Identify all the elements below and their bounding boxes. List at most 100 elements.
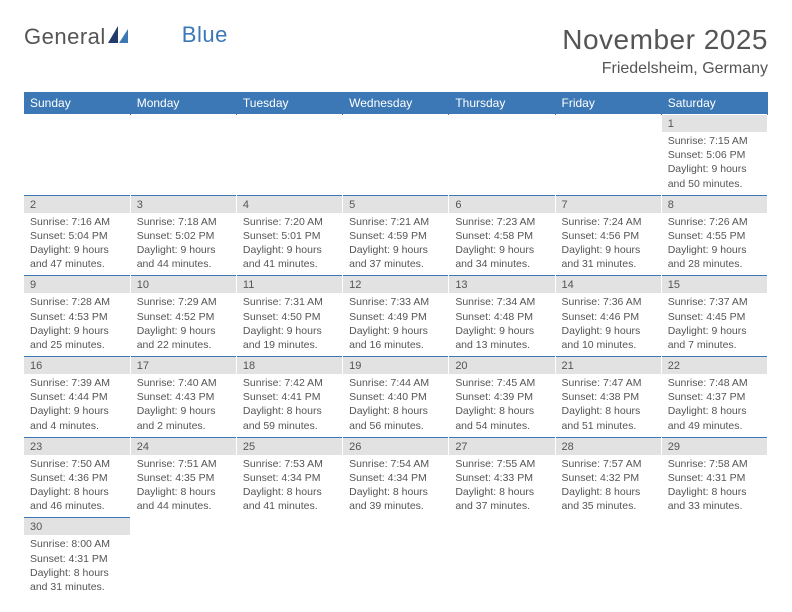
date-body-cell: Sunrise: 7:57 AMSunset: 4:32 PMDaylight:… [555,455,661,518]
date-number-cell: 21 [555,357,661,375]
date-number-cell [343,518,449,536]
date-body-cell [130,132,236,195]
date-body-row: Sunrise: 8:00 AMSunset: 4:31 PMDaylight:… [24,535,768,598]
date-body-cell: Sunrise: 7:21 AMSunset: 4:59 PMDaylight:… [343,213,449,276]
date-body-cell [449,535,555,598]
sunrise-text: Sunrise: 7:33 AM [349,295,442,309]
daylight-text-1: Daylight: 8 hours [455,404,548,418]
date-number-cell: 17 [130,357,236,375]
date-body-cell [236,535,342,598]
sunrise-text: Sunrise: 7:16 AM [30,215,124,229]
sunset-text: Sunset: 4:35 PM [137,471,230,485]
sunset-text: Sunset: 4:46 PM [562,310,655,324]
daylight-text-2: and 41 minutes. [243,499,336,513]
date-body-cell: Sunrise: 7:16 AMSunset: 5:04 PMDaylight:… [24,213,130,276]
date-number-cell: 11 [236,276,342,294]
sunrise-text: Sunrise: 7:57 AM [562,457,655,471]
sunset-text: Sunset: 4:45 PM [668,310,761,324]
sunset-text: Sunset: 4:36 PM [30,471,124,485]
sunrise-text: Sunrise: 7:37 AM [668,295,761,309]
sunrise-text: Sunrise: 7:18 AM [137,215,230,229]
daylight-text-2: and 22 minutes. [137,338,230,352]
date-body-cell: Sunrise: 7:28 AMSunset: 4:53 PMDaylight:… [24,293,130,356]
sunset-text: Sunset: 4:49 PM [349,310,442,324]
daylight-text-1: Daylight: 8 hours [668,485,761,499]
daylight-text-1: Daylight: 9 hours [668,162,761,176]
daylight-text-1: Daylight: 9 hours [562,324,655,338]
daylight-text-1: Daylight: 8 hours [562,404,655,418]
sunset-text: Sunset: 5:02 PM [137,229,230,243]
date-body-row: Sunrise: 7:39 AMSunset: 4:44 PMDaylight:… [24,374,768,437]
sunset-text: Sunset: 4:37 PM [668,390,761,404]
daylight-text-1: Daylight: 8 hours [30,485,124,499]
date-number-cell: 27 [449,437,555,455]
daylight-text-2: and 2 minutes. [137,419,230,433]
sunrise-text: Sunrise: 7:31 AM [243,295,336,309]
sunrise-text: Sunrise: 7:36 AM [562,295,655,309]
daylight-text-1: Daylight: 8 hours [562,485,655,499]
sunset-text: Sunset: 4:32 PM [562,471,655,485]
date-number-cell: 19 [343,357,449,375]
day-header: Tuesday [236,92,342,115]
date-number-cell: 9 [24,276,130,294]
sunrise-text: Sunrise: 7:34 AM [455,295,548,309]
sunset-text: Sunset: 4:52 PM [137,310,230,324]
date-body-cell [343,535,449,598]
date-number-row: 16171819202122 [24,357,768,375]
sunrise-text: Sunrise: 7:47 AM [562,376,655,390]
date-number-cell [236,518,342,536]
daylight-text-2: and 31 minutes. [30,580,124,594]
date-number-cell: 29 [661,437,767,455]
sunrise-text: Sunrise: 7:21 AM [349,215,442,229]
date-body-cell: Sunrise: 7:47 AMSunset: 4:38 PMDaylight:… [555,374,661,437]
date-number-cell: 20 [449,357,555,375]
location: Friedelsheim, Germany [562,60,768,78]
daylight-text-1: Daylight: 9 hours [243,324,336,338]
date-body-cell: Sunrise: 7:37 AMSunset: 4:45 PMDaylight:… [661,293,767,356]
daylight-text-1: Daylight: 9 hours [30,243,124,257]
daylight-text-1: Daylight: 9 hours [349,324,442,338]
date-number-cell: 23 [24,437,130,455]
daylight-text-2: and 34 minutes. [455,257,548,271]
date-body-cell: Sunrise: 7:42 AMSunset: 4:41 PMDaylight:… [236,374,342,437]
sunrise-text: Sunrise: 7:15 AM [668,134,761,148]
daylight-text-2: and 4 minutes. [30,419,124,433]
daylight-text-2: and 39 minutes. [349,499,442,513]
daylight-text-1: Daylight: 9 hours [349,243,442,257]
daylight-text-1: Daylight: 8 hours [243,485,336,499]
sunset-text: Sunset: 4:31 PM [30,552,124,566]
date-body-row: Sunrise: 7:15 AMSunset: 5:06 PMDaylight:… [24,132,768,195]
daylight-text-1: Daylight: 9 hours [30,404,124,418]
date-body-cell: Sunrise: 7:58 AMSunset: 4:31 PMDaylight:… [661,455,767,518]
daylight-text-2: and 54 minutes. [455,419,548,433]
daylight-text-2: and 59 minutes. [243,419,336,433]
sunrise-text: Sunrise: 7:28 AM [30,295,124,309]
daylight-text-2: and 25 minutes. [30,338,124,352]
date-body-row: Sunrise: 7:28 AMSunset: 4:53 PMDaylight:… [24,293,768,356]
date-body-cell: Sunrise: 7:15 AMSunset: 5:06 PMDaylight:… [661,132,767,195]
date-body-cell: Sunrise: 7:53 AMSunset: 4:34 PMDaylight:… [236,455,342,518]
daylight-text-1: Daylight: 9 hours [455,324,548,338]
sunrise-text: Sunrise: 7:58 AM [668,457,761,471]
sunrise-text: Sunrise: 7:24 AM [562,215,655,229]
date-body-cell [555,132,661,195]
date-number-cell: 1 [661,115,767,133]
date-number-cell: 26 [343,437,449,455]
daylight-text-1: Daylight: 8 hours [349,485,442,499]
sunrise-text: Sunrise: 7:55 AM [455,457,548,471]
date-body-cell: Sunrise: 7:51 AMSunset: 4:35 PMDaylight:… [130,455,236,518]
sunset-text: Sunset: 4:40 PM [349,390,442,404]
date-number-cell: 12 [343,276,449,294]
date-body-cell: Sunrise: 7:18 AMSunset: 5:02 PMDaylight:… [130,213,236,276]
day-header: Friday [555,92,661,115]
daylight-text-2: and 51 minutes. [562,419,655,433]
daylight-text-2: and 13 minutes. [455,338,548,352]
daylight-text-2: and 31 minutes. [562,257,655,271]
daylight-text-2: and 28 minutes. [668,257,761,271]
daylight-text-2: and 37 minutes. [455,499,548,513]
logo-sail-icon [108,24,130,50]
sunrise-text: Sunrise: 7:53 AM [243,457,336,471]
sunset-text: Sunset: 4:34 PM [349,471,442,485]
sunset-text: Sunset: 4:39 PM [455,390,548,404]
date-number-cell [130,115,236,133]
